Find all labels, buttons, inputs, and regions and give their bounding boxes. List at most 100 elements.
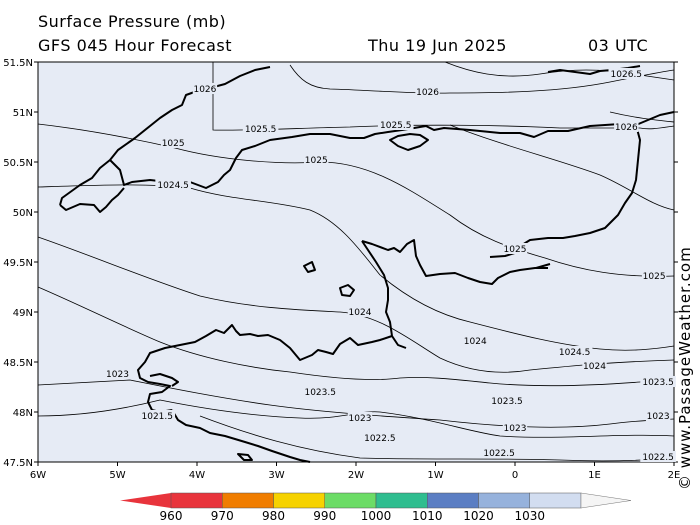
legend-swatch xyxy=(478,492,530,509)
isobar-label: 1021.5 xyxy=(142,412,174,422)
isobar-label: 1026.5 xyxy=(611,70,643,80)
isobar-label-bg xyxy=(302,386,339,397)
lon-label: 2W xyxy=(348,470,364,481)
isobar-label: 1025 xyxy=(162,139,185,149)
isobar-label: 1022.5 xyxy=(642,453,674,463)
lat-label: 48N xyxy=(13,408,33,419)
isobar-label-bg xyxy=(502,243,528,254)
isobar-label-bg xyxy=(105,368,130,379)
lon-label: 5W xyxy=(109,470,125,481)
legend-swatch xyxy=(375,492,428,509)
lat-label: 49N xyxy=(13,308,33,319)
lat-label: 50.5N xyxy=(3,158,33,169)
isobar-label-bg xyxy=(502,422,528,433)
lat-label: 51.5N xyxy=(3,58,33,69)
isobar-label: 1026 xyxy=(193,85,216,95)
lat-label: 47.5N xyxy=(3,458,33,469)
brest-peninsula xyxy=(149,373,179,387)
legend-swatch xyxy=(324,492,377,509)
isobar-1023 xyxy=(37,379,675,428)
isobar-label: 1026 xyxy=(615,123,638,133)
lon-label: 0 xyxy=(512,470,518,481)
lon-label: 3W xyxy=(268,470,284,481)
isobar-label-bg xyxy=(640,376,676,387)
guernsey xyxy=(303,261,316,273)
credit-watermark: © www.PassageWeather.com xyxy=(676,246,694,490)
lon-label: 6W xyxy=(30,470,46,481)
coast-thames xyxy=(635,111,675,126)
isobar-label-bg xyxy=(155,179,191,190)
legend-right-arrow xyxy=(580,492,632,509)
isobar-label: 1022.5 xyxy=(364,434,396,444)
isobar-label: 1025 xyxy=(504,245,527,255)
isobar-label: 1024.5 xyxy=(157,181,189,191)
isobar-label-bg xyxy=(608,68,645,79)
legend-label: 1010 xyxy=(412,509,443,523)
isobar-label-bg xyxy=(362,432,398,443)
lat-label: 49.5N xyxy=(3,258,33,269)
lon-label: 1W xyxy=(427,470,443,481)
legend-label: 990 xyxy=(313,509,336,523)
coast-france-normandy xyxy=(361,239,551,285)
isobar-1023-5 xyxy=(37,286,675,387)
isobar-label: 1024 xyxy=(349,308,372,318)
lat-label: 48.5N xyxy=(3,358,33,369)
isobar-label: 1025 xyxy=(643,272,666,282)
isobar-label-bg xyxy=(139,410,176,421)
lat-label: 51N xyxy=(13,108,33,119)
isobar-label: 1023.5 xyxy=(491,397,523,407)
legend-swatch xyxy=(529,492,582,509)
isobar-label-bg xyxy=(582,360,607,371)
lon-label: 2E xyxy=(668,470,681,481)
isobar-label: 1024 xyxy=(464,337,487,347)
longitude-labels: 6W 5W 4W 3W 2W 1W 0 1E 2E xyxy=(30,470,680,481)
legend-swatch xyxy=(222,492,274,509)
pressure-legend: 960 970 980 990 1000 1010 1020 1030 xyxy=(120,492,632,523)
isobar-label-bg xyxy=(489,395,525,406)
legend-swatch xyxy=(170,492,223,509)
lat-label: 50N xyxy=(13,208,33,219)
legend-label: 1020 xyxy=(463,509,494,523)
valid-time: 03 UTC xyxy=(588,36,649,55)
isobar-label: 1024 xyxy=(583,362,606,372)
legend-label: 1030 xyxy=(514,509,545,523)
isobar-label-bg xyxy=(645,410,671,421)
lon-label: 4W xyxy=(189,470,205,481)
coast-cornwall-tip xyxy=(59,187,125,213)
isobar-1022 xyxy=(199,415,675,462)
legend-swatch xyxy=(427,492,479,509)
axis-ticks xyxy=(34,61,678,466)
legend-label: 970 xyxy=(211,509,234,523)
coast-france-brittany xyxy=(137,240,407,463)
isobar-1025-east xyxy=(449,124,675,211)
valid-date: Thu 19 Jun 2025 xyxy=(368,36,507,55)
isobar-label: 1025.5 xyxy=(380,121,412,131)
belle-ile xyxy=(237,453,253,461)
isobar-label-bg xyxy=(481,447,517,458)
isobar-label-bg xyxy=(641,270,667,281)
isobar-label: 1023 xyxy=(106,370,129,380)
forecast-subtitle: GFS 045 Hour Forecast xyxy=(38,36,233,55)
isobar-label: 1023 xyxy=(349,414,372,424)
isobar-label: 1025.5 xyxy=(245,125,277,135)
isobar-label: 1026 xyxy=(416,88,439,98)
map-title: Surface Pressure (mb) xyxy=(38,12,227,31)
isobar-label-bg xyxy=(347,306,373,317)
latitude-labels: 51.5N 51N 50.5N 50N 49.5N 49N 48.5N 48N 47.5N xyxy=(3,58,33,469)
isobar-1026-east xyxy=(609,111,675,123)
isobar-label-bg xyxy=(415,86,440,97)
isobar-label-bg xyxy=(377,119,414,130)
coastlines xyxy=(59,65,675,463)
isobar-label: 1022.5 xyxy=(483,449,515,459)
isobar-1024 xyxy=(37,236,675,373)
isobar-label: 1024.5 xyxy=(559,348,591,358)
legend-label: 1000 xyxy=(361,509,392,523)
isobar-label-bg xyxy=(463,335,488,346)
isobar-label: 1023 xyxy=(504,424,527,434)
isobar-labels: 1026.5 1026 1026 1026 1025.5 1025.5 1025 1025 10… xyxy=(105,68,676,463)
jersey xyxy=(339,284,355,297)
isobar-label-bg xyxy=(304,154,329,165)
isobar-label: 1023.5 xyxy=(642,378,674,388)
isobar-label-bg xyxy=(160,137,186,148)
